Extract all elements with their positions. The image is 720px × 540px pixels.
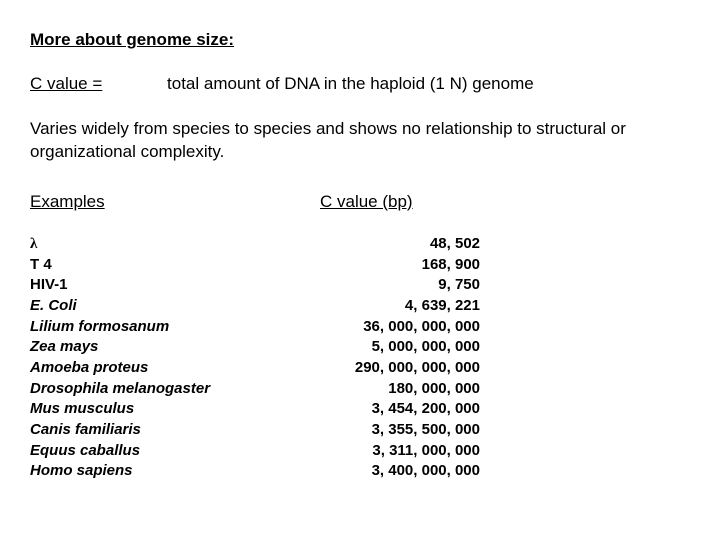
table-row: Canis familiaris3, 355, 500, 000 xyxy=(30,420,690,441)
species-name: Equus caballus xyxy=(30,441,290,462)
c-value: 3, 454, 200, 000 xyxy=(290,399,480,420)
c-value: 9, 750 xyxy=(290,275,480,296)
c-value: 3, 355, 500, 000 xyxy=(290,420,480,441)
table-body: λ48, 502T 4168, 900HIV-19, 750E. Coli4, … xyxy=(30,234,690,482)
table-row: Homo sapiens3, 400, 000, 000 xyxy=(30,461,690,482)
species-name: Canis familiaris xyxy=(30,420,290,441)
c-value: 168, 900 xyxy=(290,255,480,276)
definition-term: C value = xyxy=(30,74,102,94)
species-name: Homo sapiens xyxy=(30,461,290,482)
c-value: 290, 000, 000, 000 xyxy=(290,358,480,379)
table-row: Lilium formosanum36, 000, 000, 000 xyxy=(30,317,690,338)
table-row: HIV-19, 750 xyxy=(30,275,690,296)
species-name: Lilium formosanum xyxy=(30,317,290,338)
species-name: HIV-1 xyxy=(30,275,290,296)
species-name: Amoeba proteus xyxy=(30,358,290,379)
table-row: λ48, 502 xyxy=(30,234,690,255)
c-value: 3, 311, 000, 000 xyxy=(290,441,480,462)
page-title: More about genome size: xyxy=(30,30,690,50)
table-row: Zea mays5, 000, 000, 000 xyxy=(30,337,690,358)
table-header: Examples C value (bp) xyxy=(30,192,690,212)
species-name: T 4 xyxy=(30,255,290,276)
species-name: λ xyxy=(30,234,290,255)
page: More about genome size: C value = total … xyxy=(0,0,720,482)
definition-desc: total amount of DNA in the haploid (1 N)… xyxy=(167,74,534,93)
table-row: Amoeba proteus290, 000, 000, 000 xyxy=(30,358,690,379)
c-value: 4, 639, 221 xyxy=(290,296,480,317)
header-cvalue: C value (bp) xyxy=(320,192,480,212)
table-row: E. Coli4, 639, 221 xyxy=(30,296,690,317)
c-value: 5, 000, 000, 000 xyxy=(290,337,480,358)
header-examples: Examples xyxy=(30,192,320,212)
species-name: Mus musculus xyxy=(30,399,290,420)
c-value: 36, 000, 000, 000 xyxy=(290,317,480,338)
species-name: E. Coli xyxy=(30,296,290,317)
c-value: 180, 000, 000 xyxy=(290,379,480,400)
c-value: 3, 400, 000, 000 xyxy=(290,461,480,482)
table-row: Drosophila melanogaster180, 000, 000 xyxy=(30,379,690,400)
paragraph: Varies widely from species to species an… xyxy=(30,118,690,164)
definition-row: C value = total amount of DNA in the hap… xyxy=(30,74,690,94)
species-name: Drosophila melanogaster xyxy=(30,379,290,400)
table-row: Equus caballus3, 311, 000, 000 xyxy=(30,441,690,462)
table-row: T 4168, 900 xyxy=(30,255,690,276)
species-name: Zea mays xyxy=(30,337,290,358)
c-value: 48, 502 xyxy=(290,234,480,255)
table-row: Mus musculus3, 454, 200, 000 xyxy=(30,399,690,420)
